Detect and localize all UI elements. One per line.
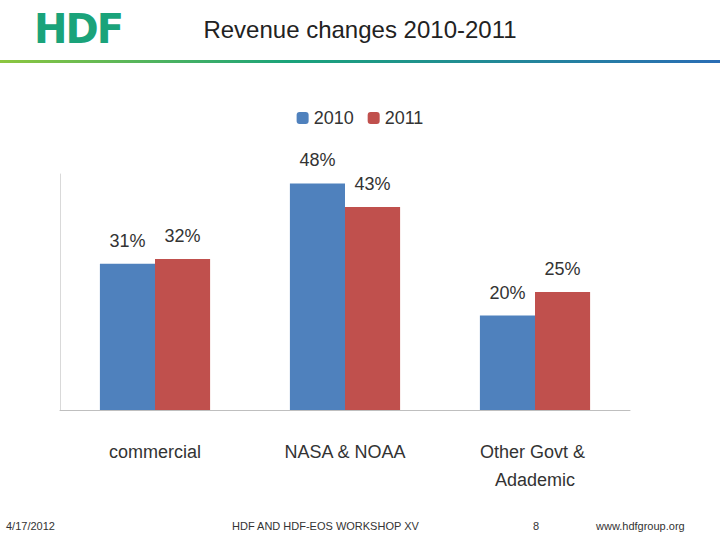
svg-text:48%: 48% [299, 150, 335, 170]
svg-text:NASA & NOAA: NASA & NOAA [284, 442, 405, 462]
html-text:HDF AND HDF-EOS WORKSHOP XV: HDF AND HDF-EOS WORKSHOP XV [232, 520, 419, 532]
svg-text:43%: 43% [355, 174, 391, 194]
html-text:8: 8 [533, 520, 540, 532]
svg-text:Other Govt &: Other Govt & [480, 442, 590, 462]
html-text:HDF: HDF [34, 6, 122, 52]
svg-text:32%: 32% [165, 226, 201, 246]
html-text:www.hdfgroup.org: www.hdfgroup.org [596, 520, 685, 532]
svg-text:20%: 20% [489, 283, 525, 303]
svg-text:31%: 31% [109, 231, 145, 251]
svg-text:commercial: commercial [109, 442, 201, 462]
svg-text:Revenue changes 2010-2011: Revenue changes 2010-2011 [203, 16, 516, 43]
svg-text:Adademic: Adademic [495, 470, 575, 490]
svg-text:2011: 2011 [385, 108, 424, 128]
svg-text:25%: 25% [545, 259, 581, 279]
svg-text:2010: 2010 [314, 108, 354, 128]
html-text:4/17/2012: 4/17/2012 [6, 520, 55, 532]
